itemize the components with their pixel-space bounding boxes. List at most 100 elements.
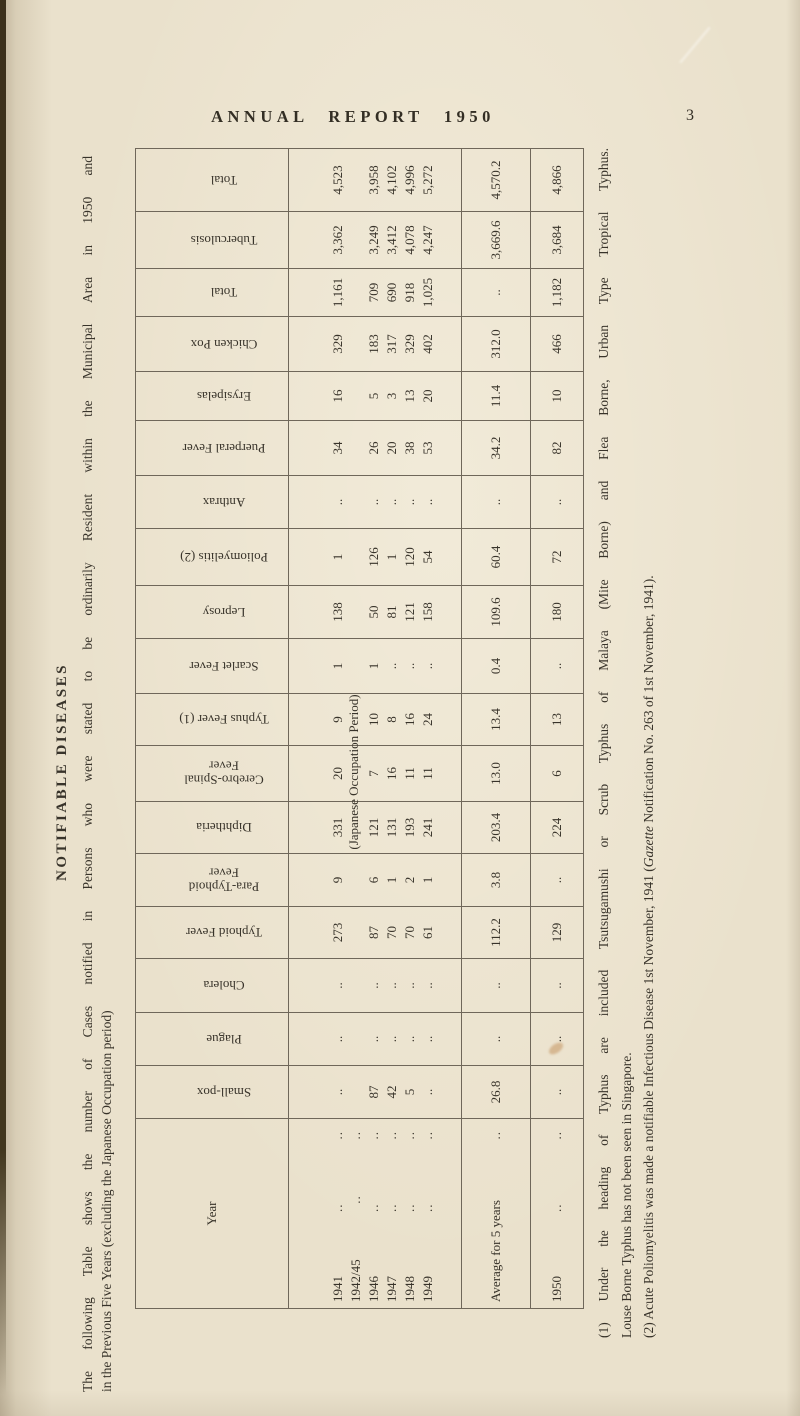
value-cell: .. — [383, 1012, 401, 1066]
column-header-poliomyelitis-2-: Poliomyelitis (2) — [135, 528, 289, 586]
value-cell: 1 — [419, 853, 437, 907]
value-cell: 109.6 — [461, 585, 531, 639]
value-cell: 34.2 — [461, 420, 531, 476]
value-cell: 1,161 — [329, 268, 347, 317]
value-cell: 1 — [329, 528, 347, 586]
value-cell: 3,684 — [530, 211, 584, 269]
binding-spine-edge — [0, 0, 6, 1416]
value-cell: 13 — [401, 371, 419, 421]
spacer-cell — [437, 693, 462, 746]
spacer-cell — [437, 420, 462, 476]
value-cell: 70 — [401, 906, 419, 959]
value-cell: 24 — [419, 693, 437, 746]
value-cell: 3,958 — [365, 148, 383, 212]
value-cell: 13.4 — [461, 693, 531, 746]
value-cell: .. — [461, 958, 531, 1013]
value-cell: .. — [401, 1012, 419, 1066]
spacer-cell — [437, 745, 462, 802]
value-cell: .. — [461, 1012, 531, 1066]
year-label: 1949 — [420, 1276, 435, 1302]
value-cell: 10 — [365, 693, 383, 746]
value-cell: 42 — [383, 1065, 401, 1119]
year-label: 1950 — [549, 1276, 564, 1302]
page-number: 3 — [686, 107, 694, 124]
spacer-cell — [288, 420, 329, 476]
column-header-para-typhoid-fever: Para-Typhoid Fever — [135, 853, 289, 907]
year-cell: 1942/45.... — [347, 1118, 365, 1309]
year-cell: 1941.... — [329, 1118, 347, 1309]
table-caption-line2: in the Previous Five Years (excluding th… — [99, 1010, 114, 1392]
footnote-2-post: Notification No. 263 of 1st November, 19… — [641, 575, 656, 827]
value-cell: 709 — [365, 268, 383, 317]
value-cell — [347, 475, 365, 529]
spacer-cell — [288, 1012, 329, 1066]
year-label: 1946 — [366, 1276, 381, 1302]
page-header-title: ANNUAL REPORT 1950 — [211, 107, 495, 126]
value-cell: 8 — [383, 693, 401, 746]
value-cell: 11 — [419, 745, 437, 802]
column-header-typhoid-fever: Typhoid Fever — [135, 906, 289, 959]
spacer-cell — [437, 268, 462, 317]
value-cell: 20 — [383, 420, 401, 476]
section-title: NOTIFIABLE DISEASES — [54, 663, 70, 881]
leader-dots: .. — [420, 1131, 435, 1140]
value-cell: 6 — [530, 745, 584, 802]
table-caption-line1: The following Table shows the number of … — [80, 156, 95, 1392]
value-cell: .. — [530, 853, 584, 907]
value-cell: 3.8 — [461, 853, 531, 907]
paper-crease — [679, 26, 711, 64]
spacer-cell — [288, 801, 329, 854]
value-cell: .. — [383, 958, 401, 1013]
value-cell: 2 — [401, 853, 419, 907]
value-cell: .. — [419, 475, 437, 529]
value-cell: 120 — [401, 528, 419, 586]
value-cell: .. — [365, 958, 383, 1013]
value-cell: 3,669.6 — [461, 211, 531, 269]
footnotes: (1) Under the heading of Typhus are incl… — [593, 148, 661, 1338]
value-cell: 10 — [530, 371, 584, 421]
column-header-erysipelas: Erysipelas — [135, 371, 289, 421]
column-header-cholera: Cholera — [135, 958, 289, 1013]
value-cell: 312.0 — [461, 316, 531, 372]
value-cell: .. — [530, 638, 584, 694]
spacer-cell — [288, 268, 329, 317]
spacer-cell — [288, 316, 329, 372]
year-label: Average for 5 years — [488, 1200, 503, 1302]
value-cell: 329 — [401, 316, 419, 372]
leader-dots: .. — [402, 1203, 417, 1213]
value-cell: 6 — [365, 853, 383, 907]
table-row-1950: 1950.......... 129.. 224 6 13.. 180 72.. 82 10 46… — [530, 148, 584, 1309]
column-header-scarlet-fever: Scarlet Fever — [135, 638, 289, 694]
value-cell: 4,570.2 — [461, 148, 531, 212]
value-cell: 87 — [365, 1065, 383, 1119]
value-cell: 60.4 — [461, 528, 531, 586]
column-header-diphtheria: Diphtheria — [135, 801, 289, 854]
value-cell: 3 — [383, 371, 401, 421]
spacer-cell — [288, 1118, 329, 1309]
value-cell: 54 — [419, 528, 437, 586]
value-cell: .. — [401, 958, 419, 1013]
value-cell: 70 — [383, 906, 401, 959]
value-cell: 11.4 — [461, 371, 531, 421]
spacer-cell — [437, 1012, 462, 1066]
value-cell: 129 — [530, 906, 584, 959]
value-cell: 690 — [383, 268, 401, 317]
value-cell: 126 — [365, 528, 383, 586]
value-cell: 38 — [401, 420, 419, 476]
value-cell: 918 — [401, 268, 419, 317]
value-cell: 180 — [530, 585, 584, 639]
value-cell: 1,025 — [419, 268, 437, 317]
year-cell: 1949.... — [419, 1118, 437, 1309]
value-cell: 158 — [419, 585, 437, 639]
value-cell: 121 — [365, 801, 383, 854]
value-cell: 112.2 — [461, 906, 531, 959]
value-cell — [347, 316, 365, 372]
spacer-cell — [288, 638, 329, 694]
value-cell: 121 — [401, 585, 419, 639]
value-cell: 273 — [329, 906, 347, 959]
footnote-2-gazette: Gazette — [641, 826, 656, 868]
table-row-Average-for-5-years: Average for 5 years.. 26.8.... 112.2 3.8 203… — [461, 148, 531, 1309]
value-cell: 1 — [383, 853, 401, 907]
value-cell: 72 — [530, 528, 584, 586]
column-header-total: Total — [135, 268, 289, 317]
